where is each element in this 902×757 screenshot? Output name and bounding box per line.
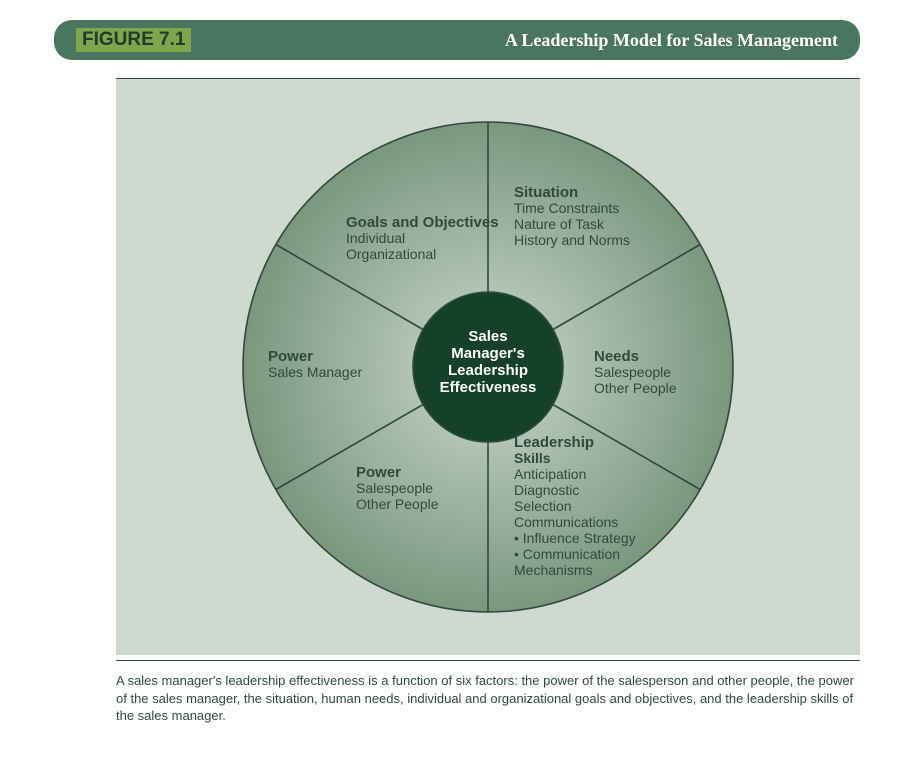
segment-title: Power [356, 464, 401, 481]
segment-line: Salespeople [356, 480, 433, 496]
figure-number-label: FIGURE 7.1 [76, 28, 191, 52]
segment-line: Diagnostic [514, 482, 579, 498]
segment-line: History and Norms [514, 232, 630, 248]
segment-line: Organizational [346, 246, 436, 262]
segment-line: Sales Manager [268, 364, 363, 380]
segment-title: Needs [594, 348, 639, 365]
figure-caption: A sales manager's leadership effectivene… [116, 672, 860, 725]
figure-title: A Leadership Model for Sales Management [505, 30, 838, 51]
diagram-panel: Goals and ObjectivesIndividualOrganizati… [116, 78, 860, 655]
page: FIGURE 7.1 A Leadership Model for Sales … [0, 0, 902, 757]
segment-line: • Communication [514, 546, 620, 562]
segment-line: Individual [346, 230, 405, 246]
segment-title: Situation [514, 184, 578, 201]
segment-line: Skills [514, 450, 551, 466]
segment-line: Time Constraints [514, 200, 619, 216]
figure-header-bar: FIGURE 7.1 A Leadership Model for Sales … [54, 20, 860, 60]
segment-line: Mechanisms [514, 562, 593, 578]
segment-line: Selection [514, 498, 572, 514]
segment-line: • Influence Strategy [514, 530, 636, 546]
segment-line: Anticipation [514, 466, 586, 482]
segment-line: Other People [594, 380, 677, 396]
caption-rule [116, 660, 860, 661]
segment-title: Goals and Objectives [346, 214, 499, 231]
segment-line: Salespeople [594, 364, 671, 380]
leadership-model-diagram: Goals and ObjectivesIndividualOrganizati… [116, 79, 860, 655]
segment-title: Leadership [514, 434, 594, 451]
segment-line: Other People [356, 496, 439, 512]
segment-line: Nature of Task [514, 216, 605, 232]
segment-title: Power [268, 348, 313, 365]
segment-line: Communications [514, 514, 618, 530]
